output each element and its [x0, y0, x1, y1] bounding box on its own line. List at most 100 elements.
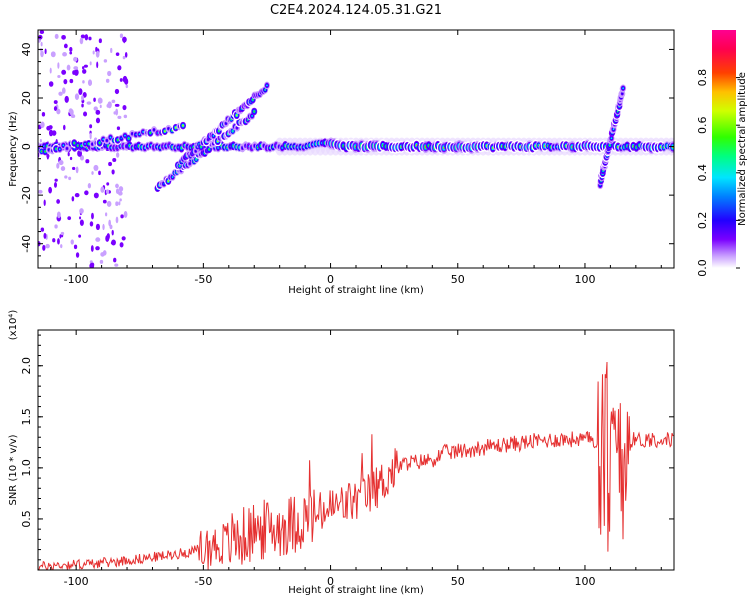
- heat-cell: [60, 166, 66, 172]
- heat-cell: [89, 61, 92, 66]
- heat-cell: [117, 115, 122, 119]
- heat-cell: [85, 159, 90, 164]
- heat-cell: [79, 208, 84, 214]
- heat-cell: [180, 147, 183, 149]
- heat-cell: [79, 37, 84, 45]
- heat-cell: [178, 165, 181, 167]
- heat-cell: [115, 201, 119, 207]
- heat-cell: [77, 144, 79, 147]
- heat-cell: [235, 114, 238, 117]
- heat-cell: [200, 146, 202, 148]
- heat-cell: [73, 68, 79, 76]
- heat-cell: [48, 186, 53, 194]
- heat-cell: [48, 129, 54, 137]
- heat-cell: [82, 91, 87, 98]
- snr-panel: -100 -50 0 50 100 0.5 1.0 1.5 2.0 Height of str…: [8, 310, 675, 596]
- heat-cell: [163, 183, 165, 185]
- heat-cell: [68, 176, 72, 181]
- heat-cell: [57, 238, 60, 245]
- heat-cell: [167, 180, 170, 182]
- heat-cell: [69, 156, 73, 161]
- colorbar-gradient: [712, 30, 736, 268]
- heat-cell: [79, 216, 82, 220]
- heat-cell: [106, 139, 108, 142]
- top-y-tick-label: 40: [20, 42, 33, 56]
- heat-cell: [108, 161, 112, 167]
- heat-cell: [106, 103, 110, 108]
- heat-cell: [69, 46, 73, 52]
- heat-cell: [174, 126, 177, 129]
- heat-cell: [64, 175, 68, 179]
- heat-cell: [61, 34, 66, 40]
- heat-cell: [95, 50, 100, 58]
- heat-cell: [77, 150, 83, 157]
- heat-cell: [95, 246, 100, 251]
- heat-cell: [105, 78, 110, 83]
- bottom-y-tick-label: 1.0: [20, 459, 33, 477]
- heat-cell: [121, 236, 126, 241]
- heat-cell: [67, 216, 72, 221]
- heat-cell: [217, 147, 219, 149]
- heat-cell: [70, 114, 76, 119]
- heat-cell: [93, 97, 96, 102]
- heat-cell: [105, 235, 110, 242]
- heat-cell: [127, 137, 130, 140]
- heat-cell: [48, 149, 50, 151]
- heat-cell: [118, 201, 121, 206]
- heat-cell: [122, 104, 127, 111]
- heat-cell: [89, 262, 95, 268]
- bottom-x-axis-label: Height of straight line (km): [288, 585, 424, 596]
- heat-cell: [59, 234, 62, 239]
- heat-cell: [115, 52, 120, 56]
- heat-cell: [106, 182, 110, 186]
- heat-cell: [123, 37, 126, 44]
- heat-cell: [75, 252, 80, 258]
- heat-cell: [266, 84, 268, 87]
- heat-cell: [113, 257, 117, 263]
- heat-cell: [93, 106, 98, 111]
- heat-cell: [39, 139, 42, 143]
- heat-cell: [236, 127, 238, 129]
- heat-cell: [80, 34, 86, 39]
- heat-cell: [251, 115, 253, 117]
- heat-cell: [53, 100, 58, 104]
- heat-cell: [115, 183, 119, 189]
- top-y-axis-label: Frequency (Hz): [8, 111, 19, 187]
- bottom-x-tick-label: 50: [451, 575, 465, 588]
- heat-cell: [90, 245, 94, 252]
- heat-cell: [61, 87, 66, 94]
- bottom-plot-frame: [37, 329, 675, 571]
- heat-cell: [45, 243, 50, 249]
- heat-cell: [142, 131, 144, 133]
- heat-cell: [167, 127, 170, 130]
- top-y-tick-label: 0: [20, 143, 33, 150]
- bottom-y-tick-label: 1.5: [20, 408, 33, 426]
- heat-cell: [156, 132, 159, 134]
- heat-cell: [60, 244, 63, 249]
- top-x-axis-label: Height of straight line (km): [288, 285, 424, 296]
- heat-cell: [622, 87, 624, 90]
- heat-cell: [123, 210, 128, 218]
- bottom-x-tick-label: 0: [327, 575, 334, 588]
- heat-cell: [56, 162, 60, 169]
- bottom-x-axis: -100 -50 0 50 100: [50, 330, 662, 588]
- heat-cell: [115, 188, 120, 194]
- heat-cell: [95, 109, 101, 115]
- heat-cell: [112, 157, 117, 162]
- heat-cell: [55, 148, 57, 150]
- heat-cell: [44, 48, 47, 55]
- heat-cell: [231, 130, 234, 132]
- heat-cell: [95, 237, 101, 242]
- top-y-tick-label: -20: [20, 186, 33, 204]
- heat-cell: [621, 92, 624, 95]
- colorbar-ticks: 0.0 0.2 0.4 0.6 0.8: [696, 69, 740, 277]
- heat-cell: [99, 259, 104, 264]
- heat-cell: [124, 52, 128, 58]
- heat-cell: [608, 144, 611, 147]
- heat-cell: [610, 137, 613, 140]
- heat-cell: [87, 183, 92, 189]
- heat-cell: [120, 214, 124, 219]
- heat-cell: [115, 216, 119, 224]
- colorbar-tick-label: 0.4: [696, 164, 709, 182]
